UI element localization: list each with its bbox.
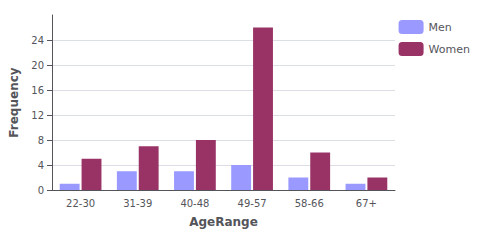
- svg-text:Frequency: Frequency: [7, 67, 21, 137]
- svg-text:16: 16: [31, 85, 44, 96]
- svg-text:4: 4: [38, 160, 44, 171]
- svg-text:24: 24: [31, 35, 44, 46]
- svg-text:AgeRange: AgeRange: [189, 215, 258, 229]
- svg-text:20: 20: [31, 60, 44, 71]
- svg-text:22-30: 22-30: [66, 198, 95, 209]
- svg-text:0: 0: [38, 185, 44, 196]
- svg-text:12: 12: [31, 110, 44, 121]
- svg-text:8: 8: [38, 135, 44, 146]
- svg-text:Women: Women: [429, 43, 470, 56]
- svg-text:49-57: 49-57: [238, 198, 267, 209]
- svg-text:58-66: 58-66: [295, 198, 324, 209]
- svg-text:31-39: 31-39: [123, 198, 152, 209]
- svg-text:67+: 67+: [356, 198, 377, 209]
- svg-text:Men: Men: [429, 21, 452, 34]
- svg-text:40-48: 40-48: [180, 198, 209, 209]
